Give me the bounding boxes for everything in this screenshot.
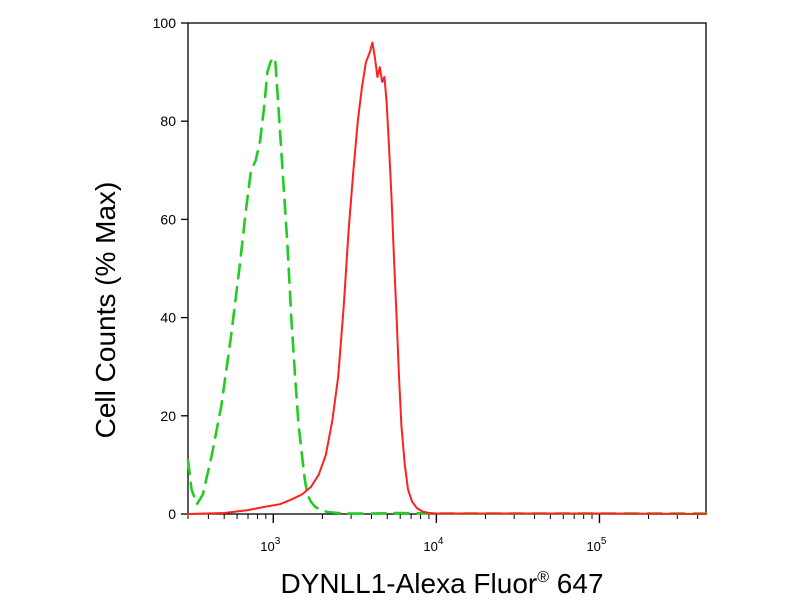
x-axis-title-main: DYNLL1-Alexa Fluor	[280, 568, 537, 599]
x-axis-title-tail: 647	[549, 568, 604, 599]
y-tick-label: 100	[153, 15, 177, 31]
x-tick-label: 103	[260, 536, 280, 554]
y-axis-title: Cell Counts (% Max)	[90, 182, 121, 439]
y-tick-label: 0	[168, 506, 176, 522]
sample-histogram-line	[187, 41, 707, 515]
y-axis-ticks: 0 20 40 60 80 100	[153, 15, 188, 522]
x-axis-ticks: 103 104 105	[187, 514, 699, 554]
control-histogram-line	[186, 56, 708, 515]
y-tick-label: 60	[160, 211, 176, 227]
x-tick-label: 104	[423, 536, 443, 554]
y-tick-label: 40	[160, 310, 176, 326]
y-tick-label: 20	[160, 408, 176, 424]
series-group	[186, 41, 708, 515]
x-axis-title-registered-mark: ®	[537, 569, 549, 586]
y-tick-label: 80	[160, 113, 176, 129]
x-tick-label: 105	[586, 536, 606, 554]
x-axis-title: DYNLL1-Alexa Fluor® 647	[280, 568, 603, 599]
